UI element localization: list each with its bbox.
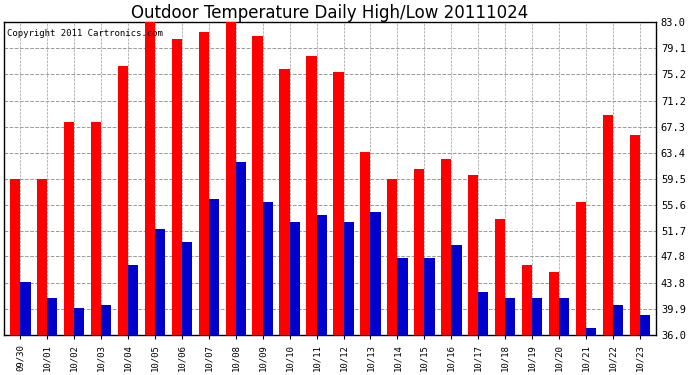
Bar [290, 222, 300, 335]
Bar [236, 162, 246, 335]
Bar [613, 305, 623, 335]
Bar [128, 265, 138, 335]
Bar [451, 245, 462, 335]
Bar [360, 152, 371, 335]
Bar [629, 135, 640, 335]
Bar [549, 272, 559, 335]
Bar [559, 298, 569, 335]
Bar [522, 265, 532, 335]
Bar [91, 122, 101, 335]
Bar [47, 298, 57, 335]
Bar [226, 22, 236, 335]
Title: Outdoor Temperature Daily High/Low 20111024: Outdoor Temperature Daily High/Low 20111… [131, 4, 529, 22]
Bar [279, 69, 290, 335]
Bar [199, 32, 209, 335]
Bar [155, 228, 165, 335]
Bar [20, 282, 30, 335]
Bar [333, 72, 344, 335]
Text: Copyright 2011 Cartronics.com: Copyright 2011 Cartronics.com [8, 28, 164, 38]
Bar [387, 178, 397, 335]
Bar [478, 292, 489, 335]
Bar [263, 202, 273, 335]
Bar [371, 212, 381, 335]
Bar [306, 56, 317, 335]
Bar [602, 116, 613, 335]
Bar [424, 258, 435, 335]
Bar [505, 298, 515, 335]
Bar [495, 219, 505, 335]
Bar [317, 215, 327, 335]
Bar [118, 66, 128, 335]
Bar [640, 315, 650, 335]
Bar [209, 199, 219, 335]
Bar [532, 298, 542, 335]
Bar [37, 178, 47, 335]
Bar [75, 308, 84, 335]
Bar [344, 222, 354, 335]
Bar [397, 258, 408, 335]
Bar [468, 175, 478, 335]
Bar [586, 328, 596, 335]
Bar [414, 169, 424, 335]
Bar [253, 36, 263, 335]
Bar [145, 22, 155, 335]
Bar [575, 202, 586, 335]
Bar [101, 305, 111, 335]
Bar [64, 122, 75, 335]
Bar [441, 159, 451, 335]
Bar [182, 242, 193, 335]
Bar [10, 178, 20, 335]
Bar [172, 39, 182, 335]
